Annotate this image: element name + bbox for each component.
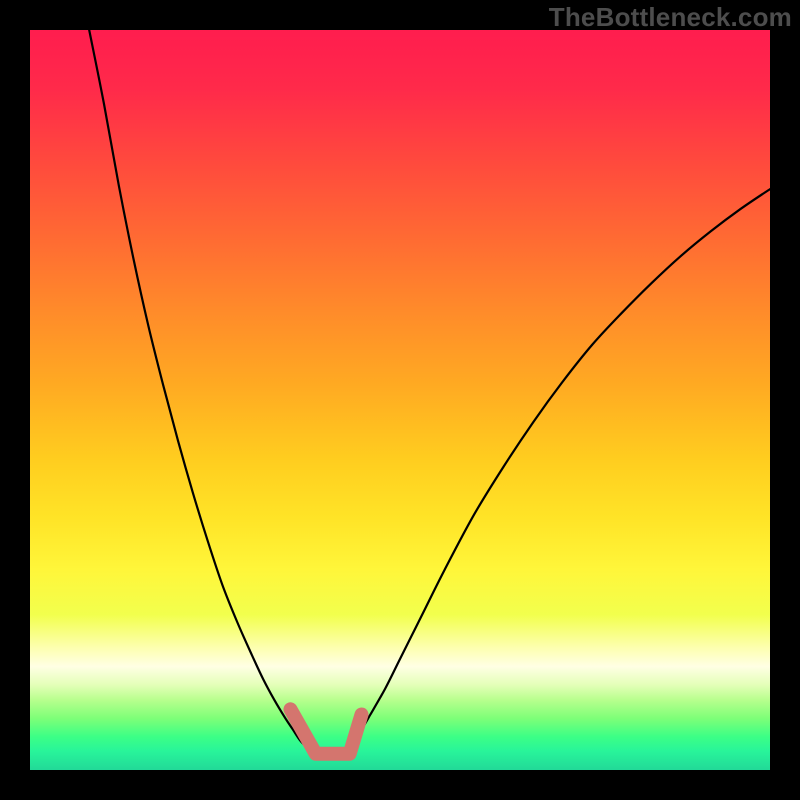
chart-canvas	[0, 0, 800, 800]
chart-frame: TheBottleneck.com	[0, 0, 800, 800]
watermark-label: TheBottleneck.com	[549, 2, 792, 33]
